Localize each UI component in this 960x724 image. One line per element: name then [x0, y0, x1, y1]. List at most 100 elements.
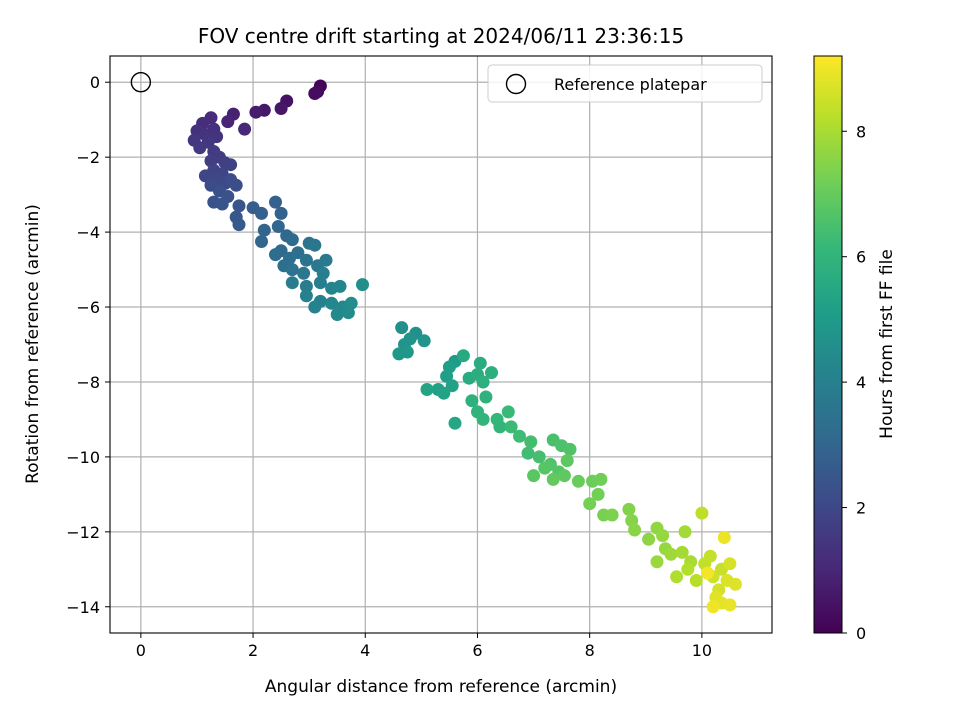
data-point — [224, 158, 238, 172]
data-point — [532, 450, 546, 464]
colorbar-tick-label: 6 — [856, 248, 866, 267]
data-point — [285, 263, 299, 277]
data-point — [701, 566, 714, 580]
colorbar-tick-label: 8 — [856, 122, 866, 141]
data-point — [356, 278, 369, 292]
data-point — [456, 349, 470, 363]
colorbar-tick-label: 4 — [856, 373, 866, 392]
data-point — [308, 238, 322, 252]
data-point — [521, 446, 535, 460]
data-point — [689, 574, 703, 587]
x-tick-label: 0 — [136, 641, 146, 660]
chart-title: FOV centre drift starting at 2024/06/11 … — [198, 24, 684, 48]
reference-platepar-marker — [130, 72, 152, 93]
data-point — [255, 206, 268, 220]
data-point — [695, 506, 709, 520]
data-point — [274, 102, 288, 115]
data-point — [678, 525, 692, 539]
data-point — [308, 300, 322, 314]
data-point — [538, 461, 552, 475]
data-point — [670, 570, 684, 584]
y-axis-label: Rotation from reference (arcmin) — [23, 204, 43, 484]
data-point — [490, 412, 504, 426]
colorbar-tick-label: 2 — [856, 499, 866, 518]
x-axis-ticks: 0 2 4 6 8 10 — [136, 633, 712, 660]
legend: Reference platepar — [487, 64, 763, 103]
data-point — [344, 296, 358, 310]
data-point — [717, 531, 731, 544]
plot-frame — [109, 55, 773, 634]
colorbar-tick-label: 0 — [856, 624, 866, 643]
data-point — [440, 369, 454, 383]
y-tick-label: −14 — [66, 598, 100, 617]
data-point — [229, 178, 243, 192]
data-point — [513, 429, 526, 443]
data-point — [330, 308, 344, 321]
data-point — [557, 469, 571, 483]
data-point — [681, 562, 695, 576]
data-point — [198, 169, 212, 183]
data-point — [395, 321, 409, 335]
data-points — [187, 79, 742, 614]
data-point — [274, 206, 288, 220]
data-point — [269, 248, 282, 262]
data-point — [723, 598, 737, 612]
data-point — [560, 454, 574, 468]
colorbar-ticks: 0 2 4 6 8 — [842, 122, 866, 643]
y-tick-label: −6 — [76, 298, 100, 317]
data-point — [664, 547, 678, 561]
data-point — [445, 379, 459, 393]
data-point — [706, 600, 720, 614]
data-point — [650, 555, 664, 569]
y-tick-label: −2 — [76, 148, 100, 167]
data-point — [255, 235, 268, 248]
data-point — [232, 218, 246, 232]
data-point — [193, 141, 207, 155]
data-point — [437, 386, 451, 400]
legend-marker — [505, 73, 527, 95]
data-point — [238, 122, 252, 136]
data-point — [299, 279, 313, 293]
data-point — [448, 416, 462, 430]
data-point — [605, 508, 619, 522]
legend-box — [487, 64, 763, 103]
x-axis-label: Angular distance from reference (arcmin) — [265, 677, 617, 697]
y-tick-label: −8 — [76, 373, 100, 392]
data-point — [285, 276, 299, 290]
data-point — [249, 105, 263, 119]
data-point — [333, 279, 347, 293]
data-point — [476, 375, 490, 389]
data-point — [479, 390, 493, 404]
data-point — [628, 523, 642, 537]
data-point — [232, 199, 246, 213]
data-point — [703, 549, 717, 563]
y-tick-label: 0 — [90, 73, 100, 92]
data-point — [319, 253, 333, 267]
data-point — [642, 532, 656, 546]
x-tick-label: 8 — [585, 641, 595, 660]
data-point — [285, 233, 299, 247]
data-point — [299, 253, 313, 267]
data-point — [563, 442, 577, 456]
data-point — [473, 356, 487, 370]
colorbar: 0 2 4 6 8 Hours from first FF file — [813, 55, 897, 643]
data-point — [594, 472, 608, 486]
x-tick-label: 10 — [692, 641, 712, 660]
data-point — [400, 345, 414, 359]
data-point — [420, 383, 434, 396]
data-point — [656, 529, 670, 543]
colorbar-gradient — [813, 55, 843, 634]
data-point — [527, 469, 541, 483]
x-tick-label: 6 — [472, 641, 482, 660]
legend-label: Reference platepar — [554, 75, 707, 94]
data-point — [622, 502, 636, 516]
colorbar-label: Hours from first FF file — [877, 249, 897, 439]
data-point — [524, 435, 538, 449]
x-tick-label: 2 — [248, 641, 258, 660]
data-point — [269, 195, 282, 209]
data-point — [546, 472, 560, 486]
data-point — [504, 420, 518, 434]
data-point — [221, 115, 235, 129]
data-point — [729, 577, 742, 591]
